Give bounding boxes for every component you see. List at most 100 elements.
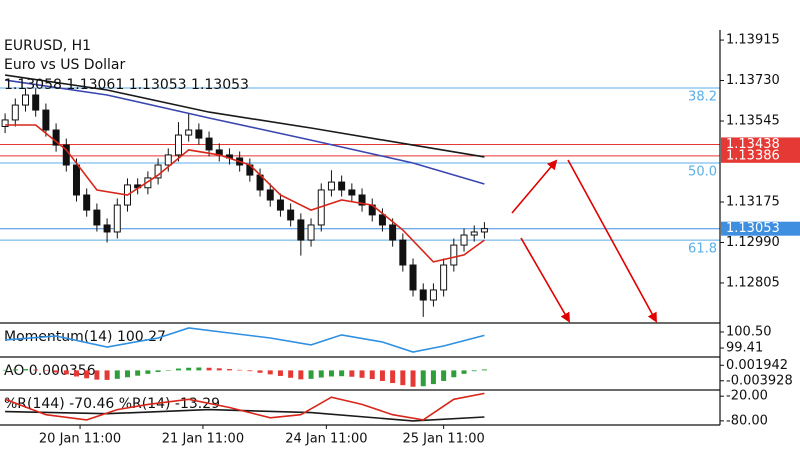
indicator-line [5,408,485,422]
candle-body [297,219,305,241]
y-tick-label: 1.13545 [726,114,780,129]
ohlc-readout: 1.13058 1.13061 1.13053 1.13053 [4,77,249,93]
ao-bar [339,370,345,377]
ao-bar [277,370,283,376]
price-tag [721,221,800,236]
y-tick-label: 1.13730 [726,73,780,88]
ao-bar [53,370,59,373]
ao-bar [237,369,243,371]
ao-bar [226,369,232,371]
fib-label: 50.0 [688,165,717,180]
annotation-arrows [511,159,657,323]
ao-bar [400,370,406,386]
price-tag [721,148,800,163]
ao-bar [369,370,375,380]
fib-label: 38.2 [688,89,717,104]
candle-body [205,137,213,151]
candle-body [358,194,366,206]
ao-bar [63,370,69,375]
candle-body [419,289,427,301]
ao-bar [73,370,79,377]
ao-bar [135,370,141,376]
ao-bar [379,370,385,381]
panel-title: %R(144) -70.46 %R(14) -13.29 [4,396,220,412]
candle-body [470,231,478,236]
ao-bar [298,370,304,380]
candle-body [185,129,193,136]
candle-body [399,239,407,266]
candle-body [429,289,437,301]
ao-bar [2,369,8,371]
ao-bar [196,367,202,371]
ao-bar [441,370,447,381]
indicator-line [4,392,485,421]
x-tick-label: 20 Jan 11:00 [39,432,121,447]
candle-body [154,164,162,179]
candle-body [287,209,295,221]
x-tick-label: 25 Jan 11:00 [402,432,484,447]
ao-bar [43,370,49,371]
x-tick-label: 24 Jan 11:00 [285,432,367,447]
symbol-title: EURUSD, H1 [4,38,91,54]
ao-bar [114,370,120,379]
candle-body [83,194,91,211]
price-tag-label: 1.13386 [726,148,780,163]
candle-body [266,189,274,201]
ao-bar [175,368,181,371]
candle-body [113,204,121,233]
ao-bar [451,370,457,378]
ao-bar [12,369,18,371]
y-tick-label: 1.12805 [726,275,780,290]
arrow [511,159,558,214]
ao-bar [165,370,171,371]
candle-body [93,209,101,226]
ao-bar [22,369,28,371]
ao-bar [247,370,253,372]
ao-bar [145,370,151,374]
candle-body [103,224,111,233]
candle-body [195,129,203,139]
ao-bar [308,370,314,379]
ao-bar [155,370,161,372]
ao-bar [410,370,416,387]
candle-body [440,264,448,291]
indicator-line [4,74,485,158]
ao-bar [359,370,365,378]
indicator-line [5,124,485,263]
ao-bar [288,370,294,378]
candle-body [460,234,468,246]
ao-bar [267,370,273,375]
candle-body [378,214,386,226]
panel-title: AO 0.000356 [4,363,96,379]
ao-bar [206,367,212,371]
ao-bar [420,370,426,387]
y-tick-label: 99.41 [726,341,763,356]
candle-body [1,119,9,127]
candle-body [327,181,335,191]
ao-bar [257,370,263,373]
candle-body [32,94,40,111]
y-tick-label: 1.13915 [726,33,780,48]
ao-bar [430,370,436,385]
x-tick-label: 21 Jan 11:00 [162,432,244,447]
y-tick-label: -80.00 [726,413,768,428]
candle-body [348,189,356,196]
candle-body [338,181,346,191]
y-tick-label: 100.50 [726,324,772,339]
candle-body [164,154,172,166]
ao-bar [84,370,90,379]
y-tick-label: 0.001942 [726,358,788,373]
indicator-line [4,79,485,185]
price-tag-label: 1.13438 [726,137,780,152]
candle-body [42,109,50,131]
candle-body [52,129,60,146]
ao-bar [318,370,324,378]
ao-bar [104,370,110,380]
ao-bar [481,369,487,371]
ao-bar [390,370,396,384]
candle-body [480,228,488,233]
ao-bar [186,367,192,371]
